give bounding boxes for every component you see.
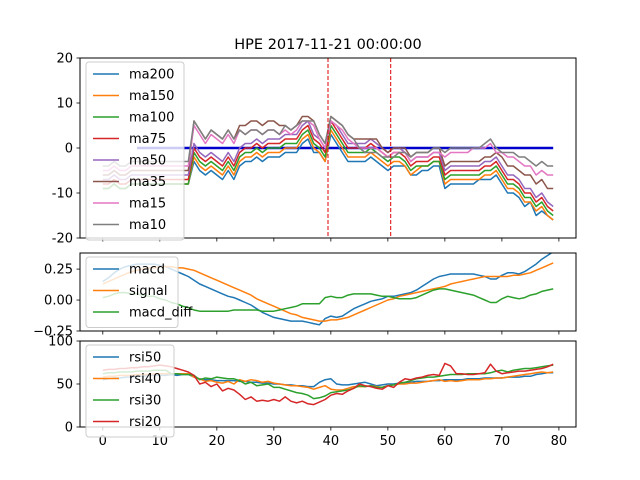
y-tick-label-ma-4: 20 (56, 52, 73, 67)
legend-label-macd_diff: macd_diff (129, 306, 193, 321)
panels: -20-1001020ma200ma150ma100ma75ma50ma35ma… (33, 52, 577, 449)
series-line-rsi50 (102, 372, 554, 388)
legend-label-signal: signal (129, 284, 167, 299)
legend-label-ma15: ma15 (129, 197, 166, 212)
legend-rsi: rsi50 rsi40 rsi30 rsi20 (85, 344, 175, 438)
panel-ma: -20-1001020ma200ma150ma100ma75ma50ma35ma… (52, 52, 577, 247)
legend-label-ma35: ma35 (129, 175, 166, 190)
x-tick-label-2: 20 (209, 434, 226, 449)
series-line-rsi20 (102, 362, 554, 406)
y-tick-label-ma-2: 0 (65, 142, 73, 157)
y-tick-label-ma-1: -10 (52, 187, 73, 202)
x-tick-label-1: 10 (152, 434, 169, 449)
legend-label-rsi30: rsi30 (129, 394, 161, 409)
legend-label-rsi20: rsi20 (129, 415, 161, 430)
y-tick-label-rsi-2: 100 (48, 335, 73, 350)
legend-box-macd (85, 256, 179, 328)
y-tick-label-macd-2: 0.25 (44, 263, 73, 278)
x-tick-label-3: 30 (266, 434, 283, 449)
legend-label-ma50: ma50 (129, 154, 166, 169)
y-tick-label-macd-0: −0.25 (33, 325, 73, 340)
legend-label-rsi50: rsi50 (129, 351, 161, 366)
legend-label-ma150: ma150 (129, 89, 174, 104)
x-tick-label-5: 50 (380, 434, 397, 449)
x-tick-label-6: 60 (437, 434, 454, 449)
legend-macd: macd signal macd_diff (85, 256, 193, 328)
x-tick-label-4: 40 (323, 434, 340, 449)
legend-label-ma75: ma75 (129, 132, 166, 147)
legend-box-ma (85, 61, 185, 241)
legend-label-ma100: ma100 (129, 111, 174, 126)
panel-macd: −0.25 0.00 0.25 macd signal macd_diff (33, 252, 577, 340)
y-tick-label-ma-0: -20 (52, 232, 73, 247)
legend-label-rsi40: rsi40 (129, 372, 161, 387)
axes-frame-macd (79, 252, 577, 332)
plot-area-rsi (102, 362, 554, 406)
y-tick-label-macd-1: 0.00 (44, 294, 73, 309)
y-tick-label-ma-3: 10 (56, 97, 73, 112)
legend-label-ma200: ma200 (129, 68, 174, 83)
legend-box-rsi (85, 344, 175, 438)
y-tick-label-rsi-1: 50 (56, 378, 73, 393)
legend-ma: ma200 ma150 ma100 ma75 ma50 ma35 ma15 ma10 (85, 61, 185, 241)
legend-label-ma10: ma10 (129, 218, 166, 233)
x-tick-label-7: 70 (494, 434, 511, 449)
legend-label-macd: macd (129, 263, 165, 278)
chart-title: HPE 2017-11-21 00:00:00 (234, 37, 421, 53)
y-tick-label-rsi-0: 0 (65, 421, 73, 436)
x-tick-label-8: 80 (551, 434, 568, 449)
x-tick-label-0: 0 (99, 434, 107, 449)
